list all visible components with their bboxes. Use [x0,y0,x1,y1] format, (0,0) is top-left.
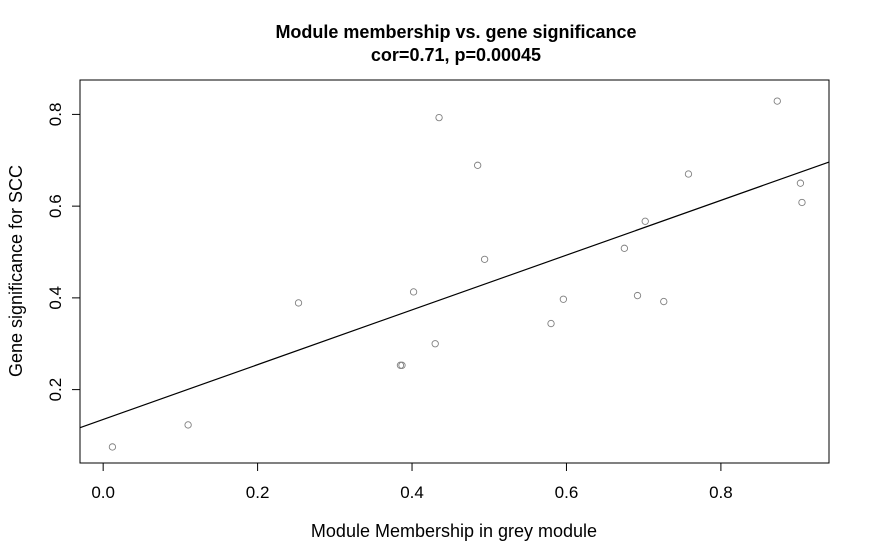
y-axis: 0.2 0.4 0.6 0.8 [46,103,81,402]
data-point [633,291,642,300]
y-tick-label: 0.2 [46,378,65,402]
data-point [798,198,806,207]
x-tick-label: 0.4 [400,483,424,502]
x-axis-label: Module Membership in grey module [311,521,597,541]
chart-title: Module membership vs. gene significance [275,22,636,42]
points-layer [108,97,806,451]
regression-line [79,161,830,429]
y-axis-label: Gene significance for SCC [6,165,26,377]
fit-line-layer [79,161,830,429]
data-point [184,421,192,429]
x-tick-label: 0.0 [91,483,115,502]
data-point [435,113,443,122]
data-point [660,297,668,306]
data-point [620,244,629,252]
x-tick-label: 0.2 [246,483,270,502]
data-point [474,161,482,169]
y-tick-label: 0.8 [46,103,65,127]
data-point [396,361,405,369]
y-tick-label: 0.6 [46,194,65,218]
data-point [409,288,418,296]
x-axis: 0.0 0.2 0.4 0.6 0.8 [91,462,733,502]
data-point [108,443,117,451]
data-point [398,361,406,369]
chart-subtitle: cor=0.71, p=0.00045 [371,45,541,65]
data-point [547,319,555,328]
plot-frame [79,79,830,464]
data-point [294,299,303,307]
data-point [559,295,568,303]
y-tick-label: 0.4 [46,286,65,310]
data-point [641,217,649,225]
data-point [796,179,805,187]
x-tick-label: 0.8 [709,483,733,502]
x-tick-label: 0.6 [555,483,579,502]
data-point [773,97,781,105]
data-point [480,255,489,263]
data-point [431,340,439,348]
data-point [684,170,693,178]
